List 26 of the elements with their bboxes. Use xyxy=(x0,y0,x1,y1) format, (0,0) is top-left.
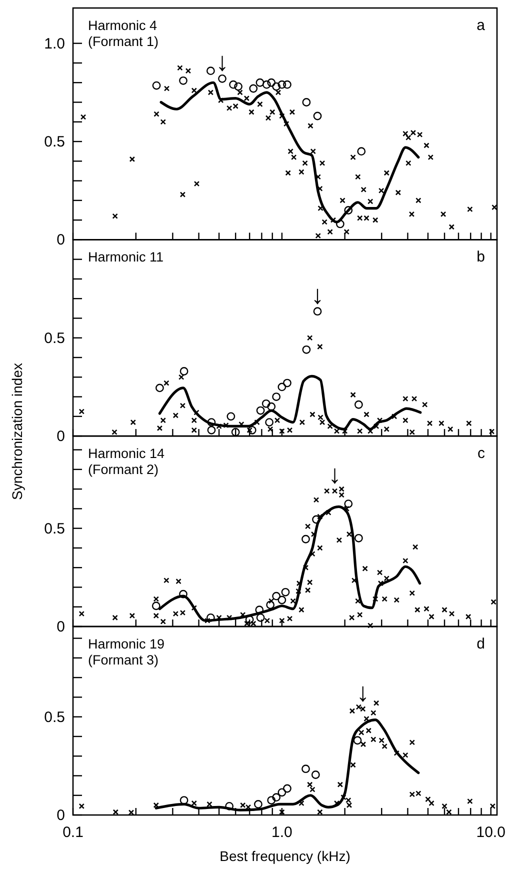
annotation: ↓ xyxy=(356,676,370,707)
x-tick-label: 10.0 xyxy=(476,824,506,841)
annotation: b xyxy=(476,248,485,266)
x-axis-title: Best frequency (kHz) xyxy=(220,848,350,864)
y-tick-label: 0 xyxy=(56,618,65,636)
y-axis-title: Synchronization index xyxy=(9,363,25,500)
annotation: a xyxy=(476,17,486,34)
annotation: Harmonic 11 xyxy=(88,250,164,265)
annotation: ↓ xyxy=(216,46,229,77)
x-tick-label: 0.1 xyxy=(62,824,84,841)
annotation: ↓ xyxy=(328,459,342,490)
x-tick-label: 1.0 xyxy=(272,824,292,841)
y-tick-label: 0 xyxy=(56,428,65,446)
y-tick-label: 0.5 xyxy=(44,520,65,538)
annotation: d xyxy=(476,636,485,653)
annotation: Harmonic 14 (Formant 2) xyxy=(88,446,166,478)
y-tick-label: 0 xyxy=(56,807,65,824)
y-tick-label: 0 xyxy=(56,232,65,249)
annotation: Harmonic 19 (Formant 3) xyxy=(88,636,165,668)
annotation: Harmonic 4 (Formant 1) xyxy=(88,18,159,49)
y-tick-label: 0.5 xyxy=(44,330,65,347)
y-tick-label: 1.0 xyxy=(44,35,65,52)
y-tick-label: 0.5 xyxy=(44,134,65,151)
y-tick-label: 0.5 xyxy=(44,708,65,726)
annotation: c xyxy=(478,445,486,462)
annotation: ↓ xyxy=(311,279,324,310)
